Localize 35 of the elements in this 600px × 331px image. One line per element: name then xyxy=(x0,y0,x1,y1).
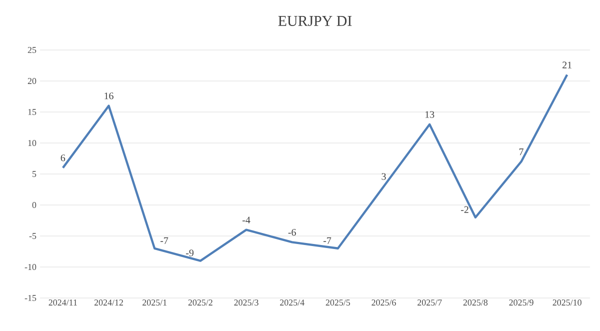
data-label: 7 xyxy=(519,148,524,156)
y-tick-label: 5 xyxy=(32,171,36,177)
data-label: -6 xyxy=(288,228,296,236)
data-label: -9 xyxy=(186,250,194,256)
data-label: 6 xyxy=(60,154,66,162)
x-tick-label: 2025/1 xyxy=(142,300,167,306)
y-tick-label: -5 xyxy=(29,233,36,239)
data-label: -2 xyxy=(460,206,468,213)
y-tick-label: 25 xyxy=(28,46,36,54)
y-tick-label: 10 xyxy=(28,140,36,146)
x-tick-label: 2025/9 xyxy=(509,300,534,306)
y-tick-label: 0 xyxy=(32,202,36,208)
data-label: -7 xyxy=(160,237,168,244)
chart-title: EURJPY DI xyxy=(278,16,352,26)
data-label: -7 xyxy=(323,237,332,244)
y-tick-label: -15 xyxy=(24,294,36,302)
x-tick-label: 2025/10 xyxy=(552,300,582,306)
x-tick-label: 2025/3 xyxy=(234,300,258,306)
line-series xyxy=(62,74,568,262)
data-label: 21 xyxy=(562,62,572,68)
y-tick-label: 15 xyxy=(28,108,36,116)
x-tick-label: 2025/2 xyxy=(188,300,212,306)
data-label: 3 xyxy=(382,173,386,180)
x-tick-label: 2025/7 xyxy=(418,300,442,306)
x-tick-label: 2025/5 xyxy=(326,300,350,306)
data-label: 13 xyxy=(425,111,434,118)
x-tick-label: 2024/11 xyxy=(48,300,77,306)
y-tick-label: -10 xyxy=(24,264,36,270)
x-tick-label: 2025/6 xyxy=(372,300,396,306)
x-tick-label: 2024/12 xyxy=(94,300,123,306)
y-tick-label: 20 xyxy=(28,78,36,84)
x-tick-label: 2025/4 xyxy=(280,300,304,306)
x-tick-label: 2025/8 xyxy=(463,300,488,306)
data-label: -4 xyxy=(242,216,250,224)
data-label: 16 xyxy=(104,92,114,100)
